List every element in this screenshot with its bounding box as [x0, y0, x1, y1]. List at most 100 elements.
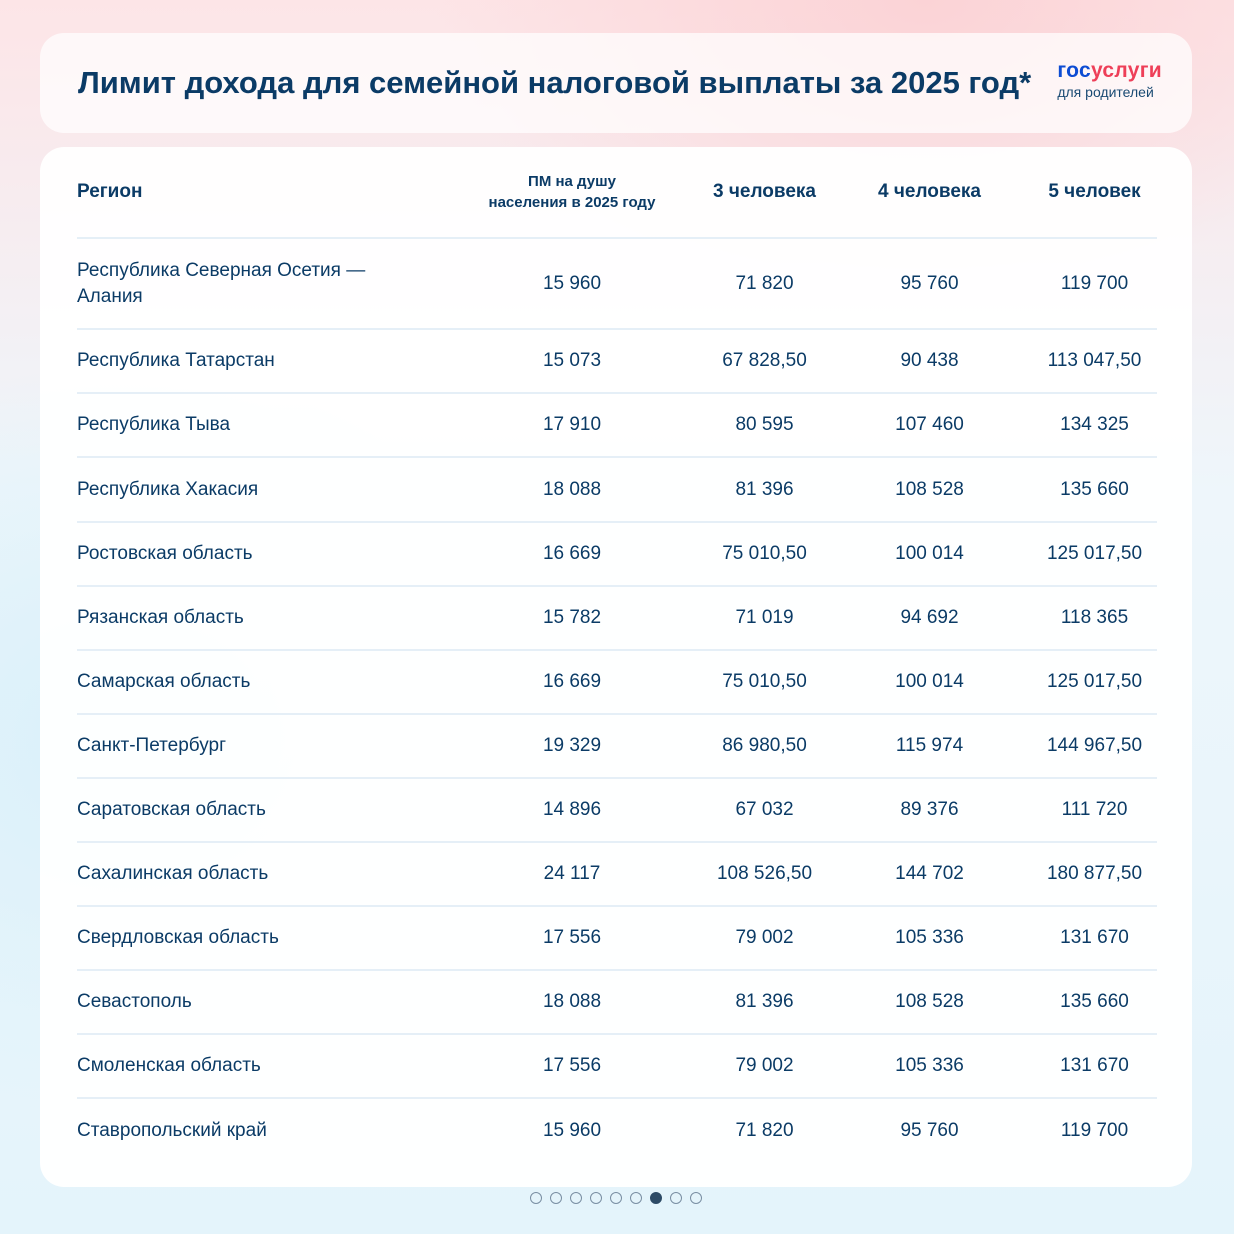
table-row: Республика Тыва 17 910 80 595 107 460 13… — [77, 394, 1157, 458]
limit-5-cell: 118 365 — [1060, 607, 1129, 628]
table-row: Ростовская область 16 669 75 010,50 100 … — [77, 523, 1157, 587]
page-title: Лимит дохода для семейной налоговой выпл… — [78, 65, 1032, 100]
limit-3-cell: 79 002 — [735, 927, 794, 948]
limit-5-cell: 125 017,50 — [1046, 671, 1143, 692]
income-limit-table: Регион ПМ на душу населения в 2025 году … — [40, 147, 1192, 1187]
limit-5-cell: 119 700 — [1060, 1120, 1129, 1141]
region-cell: Саратовская область — [77, 799, 266, 820]
limit-5-cell: 131 670 — [1060, 927, 1129, 948]
limit-4-cell: 144 702 — [895, 863, 964, 884]
pm-cell: 17 556 — [542, 927, 602, 948]
limit-4-cell: 100 014 — [895, 543, 964, 564]
pm-cell: 18 088 — [542, 478, 602, 500]
table-row: Самарская область 16 669 75 010,50 100 0… — [77, 651, 1157, 715]
pagination-dot[interactable] — [690, 1192, 702, 1204]
region-cell: Республика Северная Осетия — Алания — [77, 259, 366, 307]
limit-3-cell: 86 980,50 — [722, 735, 807, 756]
column-header-pm-line1: ПМ на душу — [528, 173, 616, 190]
logo-wordmark: госуслуги — [1057, 58, 1162, 84]
limit-5-cell: 111 720 — [1061, 799, 1128, 820]
pagination-dot[interactable] — [590, 1192, 602, 1204]
region-cell: Республика Тыва — [77, 414, 231, 435]
limit-5-cell: 135 660 — [1060, 991, 1129, 1012]
pm-cell: 15 782 — [542, 607, 602, 628]
logo-gos: гос — [1057, 59, 1091, 82]
limit-3-cell: 80 595 — [735, 414, 794, 435]
limit-3-cell: 67 828,50 — [722, 350, 807, 371]
table-row: Сахалинская область 24 117 108 526,50 14… — [77, 843, 1157, 907]
limit-3-cell: 71 820 — [735, 1120, 794, 1141]
table-row: Севастополь 18 088 81 396 108 528 135 66… — [77, 971, 1157, 1035]
limit-3-cell: 108 526,50 — [716, 863, 813, 884]
table-row: Свердловская область 17 556 79 002 105 3… — [77, 907, 1157, 971]
limit-4-cell: 115 974 — [895, 735, 964, 756]
limit-4-cell: 100 014 — [895, 671, 964, 692]
pm-cell: 17 556 — [542, 1055, 602, 1076]
column-header-region: Регион — [77, 181, 143, 202]
region-cell: Смоленская область — [77, 1055, 261, 1076]
pm-cell: 18 088 — [542, 991, 602, 1012]
title-card: Лимит дохода для семейной налоговой выпл… — [40, 33, 1192, 133]
limit-5-cell: 125 017,50 — [1046, 543, 1143, 564]
table-row: Ставропольский край 15 960 71 820 95 760… — [77, 1099, 1157, 1163]
limit-4-cell: 95 760 — [900, 272, 959, 294]
table-row: Республика Хакасия 18 088 81 396 108 528… — [77, 458, 1157, 523]
pm-cell: 15 960 — [542, 1120, 602, 1141]
table-row: Республика Северная Осетия — Алания 15 9… — [77, 239, 1157, 330]
limit-5-cell: 131 670 — [1060, 1055, 1129, 1076]
limit-4-cell: 105 336 — [895, 1055, 964, 1076]
pagination-dot-active[interactable] — [650, 1192, 662, 1204]
pagination-dot[interactable] — [610, 1192, 622, 1204]
region-cell: Республика Хакасия — [77, 478, 259, 500]
limit-4-cell: 108 528 — [895, 478, 964, 500]
region-cell: Свердловская область — [77, 927, 279, 948]
limit-5-cell: 119 700 — [1060, 272, 1129, 294]
limit-5-cell: 180 877,50 — [1046, 863, 1143, 884]
limit-3-cell: 71 820 — [735, 272, 794, 294]
limit-4-cell: 105 336 — [895, 927, 964, 948]
column-header-4-persons: 4 человека — [878, 181, 981, 202]
region-cell: Севастополь — [77, 991, 192, 1012]
logo-uslugi: услуги — [1090, 59, 1162, 82]
pagination-dot[interactable] — [630, 1192, 642, 1204]
table-header: Регион ПМ на душу населения в 2025 году … — [77, 147, 1157, 239]
column-header-pm: ПМ на душу населения в 2025 году — [467, 147, 677, 237]
limit-3-cell: 79 002 — [735, 1055, 794, 1076]
limit-5-cell: 113 047,50 — [1047, 350, 1142, 371]
logo-subtitle: для родителей — [1057, 84, 1154, 100]
pagination-dot[interactable] — [530, 1192, 542, 1204]
table-row: Саратовская область 14 896 67 032 89 376… — [77, 779, 1157, 843]
pm-cell: 24 117 — [543, 863, 601, 884]
limit-3-cell: 71 019 — [735, 607, 794, 628]
region-cell: Самарская область — [77, 671, 251, 692]
region-cell: Санкт-Петербург — [77, 735, 227, 756]
pagination-dot[interactable] — [570, 1192, 582, 1204]
table-row: Санкт-Петербург 19 329 86 980,50 115 974… — [77, 715, 1157, 779]
region-cell: Ростовская область — [77, 543, 253, 564]
region-cell: Сахалинская область — [77, 863, 269, 884]
column-header-pm-line2: населения в 2025 году — [488, 194, 656, 211]
pm-cell: 16 669 — [542, 543, 602, 564]
table-row: Рязанская область 15 782 71 019 94 692 1… — [77, 587, 1157, 651]
limit-3-cell: 67 032 — [735, 799, 794, 820]
pm-cell: 16 669 — [542, 671, 602, 692]
column-header-3-persons: 3 человека — [713, 181, 816, 202]
limit-5-cell: 144 967,50 — [1046, 735, 1143, 756]
limit-4-cell: 95 760 — [900, 1120, 959, 1141]
limit-3-cell: 75 010,50 — [722, 543, 807, 564]
limit-4-cell: 90 438 — [900, 350, 959, 371]
pm-cell: 17 910 — [542, 414, 602, 435]
limit-4-cell: 107 460 — [895, 414, 964, 435]
limit-3-cell: 81 396 — [735, 991, 794, 1012]
pagination-dots — [530, 1192, 702, 1204]
limit-3-cell: 81 396 — [735, 478, 794, 500]
limit-4-cell: 108 528 — [895, 991, 964, 1012]
pagination-dot[interactable] — [550, 1192, 562, 1204]
limit-5-cell: 134 325 — [1060, 414, 1129, 435]
gosuslugi-logo: госуслуги для родителей — [1057, 58, 1162, 100]
limit-3-cell: 75 010,50 — [722, 671, 807, 692]
table-row: Смоленская область 17 556 79 002 105 336… — [77, 1035, 1157, 1099]
region-cell: Рязанская область — [77, 607, 244, 628]
region-cell: Республика Татарстан — [77, 350, 275, 371]
pagination-dot[interactable] — [670, 1192, 682, 1204]
